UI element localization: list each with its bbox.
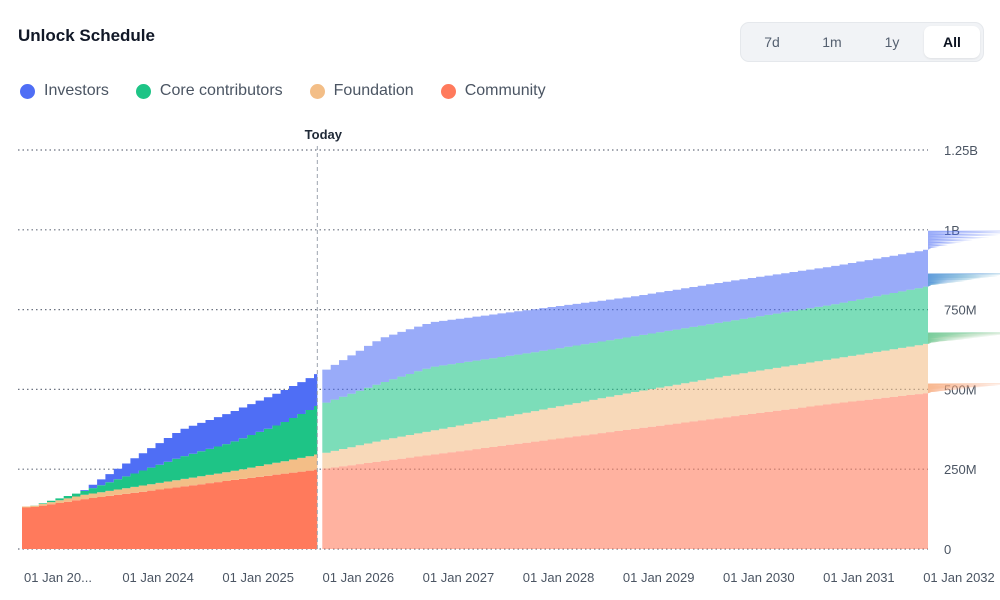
area-core-contributors-locked [322, 273, 1000, 453]
legend-dot-investors [20, 83, 35, 99]
legend-item-investors[interactable]: Investors [20, 82, 109, 100]
area-community-locked [322, 383, 1000, 549]
area-community-unlocked [22, 469, 318, 549]
y-tick-label: 750M [944, 303, 977, 318]
legend-item-foundation[interactable]: Foundation [309, 82, 414, 100]
legend-item-core-contributors[interactable]: Core contributors [135, 82, 283, 100]
today-label: Today [305, 127, 343, 142]
x-tick-label: 01 Jan 2025 [222, 570, 294, 585]
legend-label-community: Community [464, 82, 546, 99]
legend-dot-core-contributors [135, 83, 151, 99]
range-all-button[interactable]: All [924, 26, 980, 58]
legend-label-foundation: Foundation [333, 82, 414, 99]
x-tick-label: 01 Jan 2029 [623, 570, 695, 585]
y-tick-label: 0 [944, 542, 951, 557]
y-tick-label: 250M [944, 462, 977, 477]
y-tick-label: 1.25B [944, 143, 978, 158]
area-investors-locked [322, 230, 1000, 403]
legend-item-community[interactable]: Community [440, 82, 546, 100]
area-investors-unlocked [22, 374, 318, 507]
legend-label-core-contributors: Core contributors [159, 82, 283, 99]
time-range-selector: 7d 1m 1y All [740, 22, 984, 62]
legend-dot-community [440, 83, 456, 99]
area-foundation-unlocked [22, 454, 318, 508]
x-tick-label: 01 Jan 2032 [923, 570, 995, 585]
area-core-contributors-unlocked [22, 406, 318, 507]
x-tick-label: 01 Jan 2030 [723, 570, 795, 585]
chart-title: Unlock Schedule [18, 26, 155, 45]
x-tick-label: 01 Jan 20... [24, 570, 92, 585]
chart-legend: Investors Core contributors Foundation C… [20, 82, 546, 100]
x-tick-label: 01 Jan 2027 [423, 570, 495, 585]
x-tick-label: 01 Jan 2026 [323, 570, 395, 585]
range-1y-button[interactable]: 1y [864, 26, 920, 58]
range-7d-button[interactable]: 7d [744, 26, 800, 58]
area-foundation-locked [322, 332, 1000, 469]
x-tick-label: 01 Jan 2028 [523, 570, 595, 585]
x-tick-label: 01 Jan 2024 [122, 570, 194, 585]
legend-dot-foundation [309, 83, 325, 99]
legend-label-investors: Investors [44, 82, 109, 99]
x-tick-label: 01 Jan 2031 [823, 570, 895, 585]
range-1m-button[interactable]: 1m [804, 26, 860, 58]
